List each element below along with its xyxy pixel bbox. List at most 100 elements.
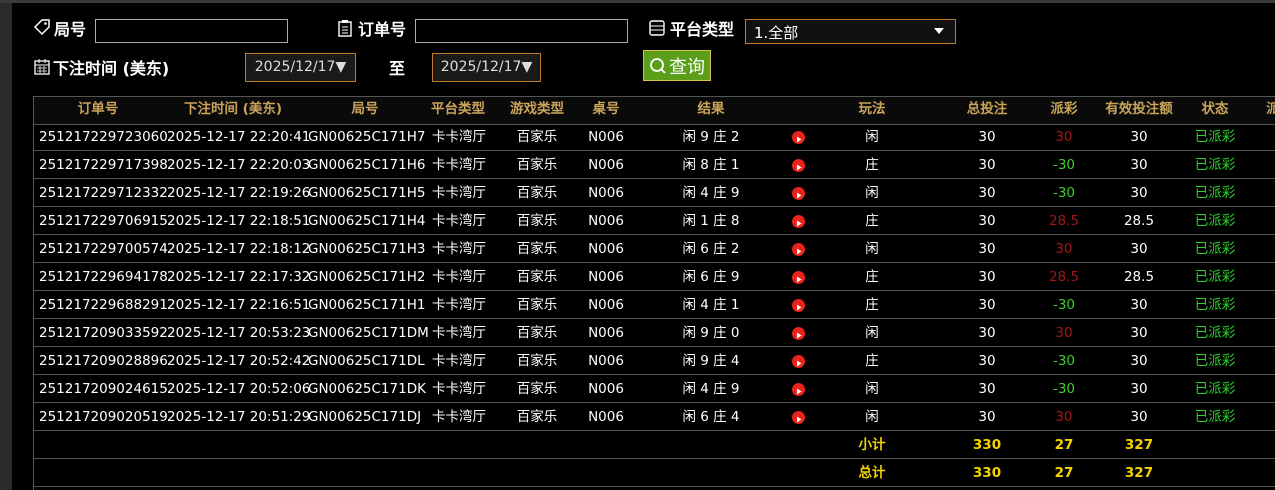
table-cell: 卡卡湾厅	[432, 409, 486, 425]
date-from[interactable]: 2025/12/17▼	[245, 53, 356, 82]
table-cell: 闲 4 庄 1	[682, 297, 740, 313]
table-cell: 闲 6 庄 4	[682, 409, 740, 425]
total-label: 总计	[858, 465, 886, 481]
table-cell: 已派彩	[1194, 213, 1236, 229]
play-triangle	[797, 360, 802, 367]
column-header: 总投注	[966, 101, 1008, 117]
table-cell: 卡卡湾厅	[432, 213, 486, 229]
tag-icon	[33, 19, 50, 36]
search-icon	[650, 58, 666, 74]
table-cell: 百家乐	[516, 241, 558, 257]
round-label: 局号	[54, 20, 87, 39]
column-header: 结果	[697, 101, 725, 117]
table-cell: 已派彩	[1194, 381, 1236, 397]
table-cell: 已派彩	[1194, 297, 1236, 313]
video-icon[interactable]	[792, 327, 805, 340]
table-cell: 251217229688291	[39, 297, 168, 313]
table-cell: 30	[1130, 297, 1148, 313]
column-header: 平台类型	[431, 101, 485, 117]
table-cell: 2025-12-17 22:17:32	[167, 269, 311, 285]
video-icon[interactable]	[792, 243, 805, 256]
table-cell: 2025-12-17 22:20:41	[167, 129, 311, 145]
table-cell: N006	[588, 241, 624, 257]
table-cell: 百家乐	[516, 297, 558, 313]
video-icon[interactable]	[792, 131, 805, 144]
table-cell: 30	[1055, 241, 1073, 257]
table-cell: 30	[1130, 325, 1148, 341]
table-cell: 闲 9 庄 2	[682, 129, 740, 145]
table-cell: 30	[978, 297, 996, 313]
play-triangle	[797, 304, 802, 311]
video-icon[interactable]	[792, 159, 805, 172]
table-cell: 卡卡湾厅	[432, 157, 486, 173]
play-triangle	[797, 248, 802, 255]
table-cell: 卡卡湾厅	[432, 297, 486, 313]
table-cell: 已派彩	[1194, 185, 1236, 201]
video-icon[interactable]	[792, 355, 805, 368]
play-triangle	[797, 164, 802, 171]
table-cell: 30	[978, 325, 996, 341]
table-cell: 百家乐	[516, 129, 558, 145]
table-cell: N006	[588, 409, 624, 425]
time-label: 下注时间 (美东)	[53, 59, 170, 78]
table-cell: 百家乐	[516, 353, 558, 369]
table-cell: -30	[1052, 157, 1076, 173]
table-cell: 庄	[865, 157, 879, 173]
play-triangle	[797, 332, 802, 339]
query-button[interactable]: 查询	[643, 50, 711, 81]
date-to[interactable]: 2025/12/17▼	[432, 53, 541, 82]
round-input[interactable]	[95, 19, 288, 43]
play-triangle	[797, 276, 802, 283]
table-row	[34, 347, 1275, 375]
table-cell: 已派彩	[1194, 269, 1236, 285]
table-cell: GN00625C171H2	[308, 269, 426, 285]
table-cell: 30	[1130, 241, 1148, 257]
table-cell: 闲 4 庄 9	[682, 185, 740, 201]
table-cell: 251217229723060	[39, 129, 168, 145]
column-header: 派彩	[1050, 101, 1078, 117]
column-header: 下注时间 (美东)	[183, 101, 283, 117]
table-cell: 30	[1130, 157, 1148, 173]
table-cell: 251217209024615	[39, 381, 168, 397]
table-cell: 闲	[865, 409, 879, 425]
table-cell: 闲 6 庄 9	[682, 269, 740, 285]
subtotal-label: 小计	[858, 437, 886, 453]
table-cell: 闲 1 庄 8	[682, 213, 740, 229]
table-row	[34, 403, 1275, 431]
video-icon[interactable]	[792, 299, 805, 312]
table-cell: 卡卡湾厅	[432, 241, 486, 257]
table-cell: 闲	[865, 325, 879, 341]
platform-select[interactable]: 1.全部	[745, 19, 956, 44]
video-icon[interactable]	[792, 411, 805, 424]
order-label: 订单号	[358, 20, 407, 39]
table-row	[34, 151, 1275, 179]
video-icon[interactable]	[792, 271, 805, 284]
table-cell: 卡卡湾厅	[432, 325, 486, 341]
total-value: 330	[972, 465, 1002, 481]
table-row	[34, 291, 1275, 319]
table-cell: 已派彩	[1194, 241, 1236, 257]
table-row	[34, 319, 1275, 347]
platform-icon	[649, 20, 665, 36]
table-cell: N006	[588, 381, 624, 397]
table-cell: N006	[588, 325, 624, 341]
video-icon[interactable]	[792, 383, 805, 396]
table-cell: 30	[1055, 409, 1073, 425]
table-cell: 2025-12-17 20:53:23	[167, 325, 311, 341]
table-cell: 30	[978, 269, 996, 285]
result-table: 订单号 下注时间 (美东) 局号 平台类型 游戏类型 桌号 结果 玩法 总投注 派彩 有效投注额 状态…	[33, 96, 1275, 490]
column-header: 订单号	[77, 101, 119, 117]
table-cell: 28.5	[1048, 269, 1080, 285]
table-cell: 30	[978, 241, 996, 257]
table-cell: 30	[978, 129, 996, 145]
video-icon[interactable]	[792, 187, 805, 200]
table-cell: 庄	[865, 297, 879, 313]
table-cell: 卡卡湾厅	[432, 129, 486, 145]
order-input[interactable]	[415, 19, 628, 43]
video-icon[interactable]	[792, 215, 805, 228]
table-cell: 30	[978, 409, 996, 425]
play-triangle	[797, 388, 802, 395]
table-cell: 251217229712332	[39, 185, 168, 201]
top-border	[0, 0, 1275, 3]
